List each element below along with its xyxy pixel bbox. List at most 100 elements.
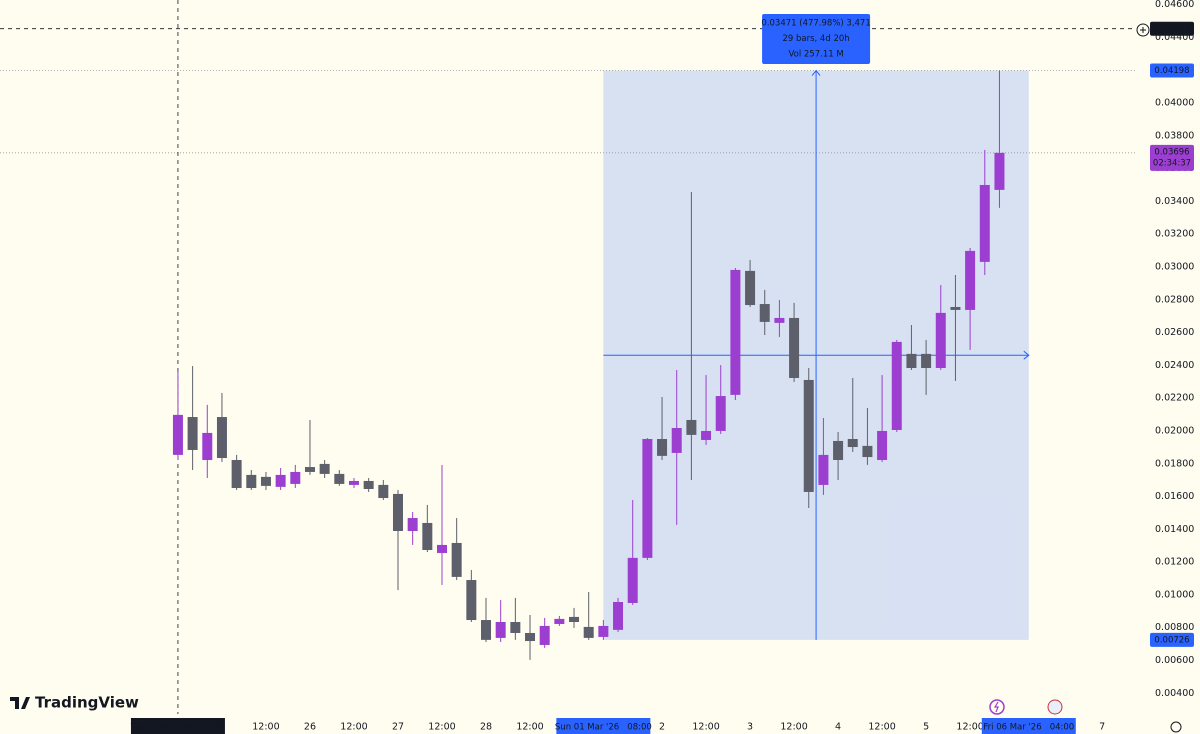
candle-body: [275, 474, 286, 487]
measure-price-label: 0.00726: [1154, 635, 1189, 645]
add-button[interactable]: [1136, 23, 1150, 37]
candle-body: [525, 632, 536, 642]
y-tick-label: 0.02000: [1155, 425, 1194, 436]
y-tick-label: 0.01000: [1155, 589, 1194, 600]
candle-body: [950, 306, 961, 310]
measure-tooltip: [762, 14, 871, 64]
candle-body: [877, 430, 888, 460]
y-tick-label: 0.00600: [1155, 655, 1194, 666]
candle-body: [598, 625, 609, 637]
candle-body: [363, 480, 374, 490]
candle-body: [510, 622, 521, 633]
candle-body: [759, 304, 770, 322]
y-tick-label: 0.01800: [1155, 458, 1194, 469]
candle-body: [202, 432, 213, 460]
logo-mark: [10, 697, 30, 709]
candle-body: [216, 417, 227, 459]
y-tick-label: 0.03800: [1155, 130, 1194, 141]
measure-price-label: 0.04198: [1154, 66, 1189, 76]
candle-body: [290, 471, 301, 484]
time-marker-label: Tue 24 Feb '26 12:00: [130, 723, 225, 733]
time-marker-box: [556, 718, 651, 734]
candle-body: [935, 312, 946, 368]
candle-body: [554, 618, 565, 624]
x-tick-label: 12:00: [340, 722, 367, 733]
x-tick-label: 12:00: [868, 722, 895, 733]
measure-price-label-box: [1150, 63, 1194, 78]
x-tick-label: 12:00: [516, 722, 543, 733]
watermark: TradingView: [10, 694, 139, 712]
last-price-box: [1150, 144, 1194, 171]
candle-body: [481, 620, 492, 640]
y-tick-label: 0.00800: [1155, 622, 1194, 633]
y-tick-label: 0.02400: [1155, 360, 1194, 371]
countdown-label: 02:34:37: [1153, 158, 1191, 168]
crosshair-price-label-box: [1150, 21, 1194, 36]
candle-body: [466, 580, 477, 621]
candle-body: [260, 476, 271, 486]
candle-body: [569, 616, 580, 623]
candle-body: [539, 625, 550, 645]
candle-body: [657, 438, 668, 456]
x-tick-label: 27: [392, 722, 404, 733]
candle-body: [979, 184, 990, 262]
candle-body: [613, 601, 624, 630]
candle-body: [642, 438, 653, 558]
x-tick-label: 5: [923, 722, 929, 733]
candle-body: [495, 622, 506, 638]
measure-arrowhead: [1023, 350, 1030, 360]
x-tick-label: 7: [1099, 722, 1105, 733]
candle-body: [437, 544, 448, 553]
candle-body: [319, 463, 330, 474]
candle-body: [627, 557, 638, 603]
time-marker-label: Fri 06 Mar '26 04:00: [983, 723, 1074, 733]
y-tick-label: 0.02800: [1155, 294, 1194, 305]
x-tick-label: 12:00: [780, 722, 807, 733]
candle-body: [994, 152, 1005, 190]
y-tick-label: 0.04400: [1155, 32, 1194, 43]
add-button-glyph: [1140, 27, 1146, 33]
y-tick-label: 0.04600: [1155, 0, 1194, 10]
candle-body: [583, 626, 594, 638]
y-tick-label: 0.03200: [1155, 229, 1194, 240]
y-tick-label: 0.02600: [1155, 327, 1194, 338]
y-tick-label: 0.01600: [1155, 491, 1194, 502]
event-icon-glyph: [993, 701, 999, 713]
candle-body: [906, 353, 917, 368]
candle-body: [407, 518, 418, 531]
candle-body: [246, 474, 257, 489]
y-tick-label: 0.03400: [1155, 196, 1194, 207]
candle-body: [334, 473, 345, 484]
candle-body: [891, 341, 902, 430]
candle-body: [451, 542, 462, 577]
candle-body: [774, 317, 785, 323]
x-tick-label: 12:00: [428, 722, 455, 733]
candle-body: [745, 270, 756, 306]
candle-body: [231, 459, 242, 489]
y-tick-label: 0.03000: [1155, 261, 1194, 272]
candle-body: [348, 480, 359, 485]
settings-button[interactable]: [1170, 721, 1182, 733]
y-tick-label: 0.00400: [1155, 688, 1194, 699]
event-icon[interactable]: [989, 699, 1005, 715]
candle-body: [671, 428, 682, 453]
candle-body: [187, 417, 198, 450]
candle-body: [965, 250, 976, 310]
candle-body: [701, 430, 712, 440]
time-marker-box: [981, 718, 1076, 734]
x-tick-label: 3: [747, 722, 753, 733]
time-marker-label: Sun 01 Mar '26 08:00: [555, 723, 652, 733]
candle-body: [862, 445, 873, 458]
x-tick-label: 26: [304, 722, 316, 733]
measure-tooltip-line: 29 bars, 4d 20h: [782, 34, 849, 44]
flag-icon[interactable]: [1047, 699, 1063, 715]
y-tick-label: 0.02200: [1155, 393, 1194, 404]
x-tick-label: 4: [835, 722, 841, 733]
candle-body: [686, 419, 697, 435]
candle-body: [803, 379, 814, 492]
candle-body: [172, 414, 183, 455]
measure-tooltip-line: Vol 257.11 M: [788, 50, 843, 60]
y-tick-label: 0.01400: [1155, 524, 1194, 535]
